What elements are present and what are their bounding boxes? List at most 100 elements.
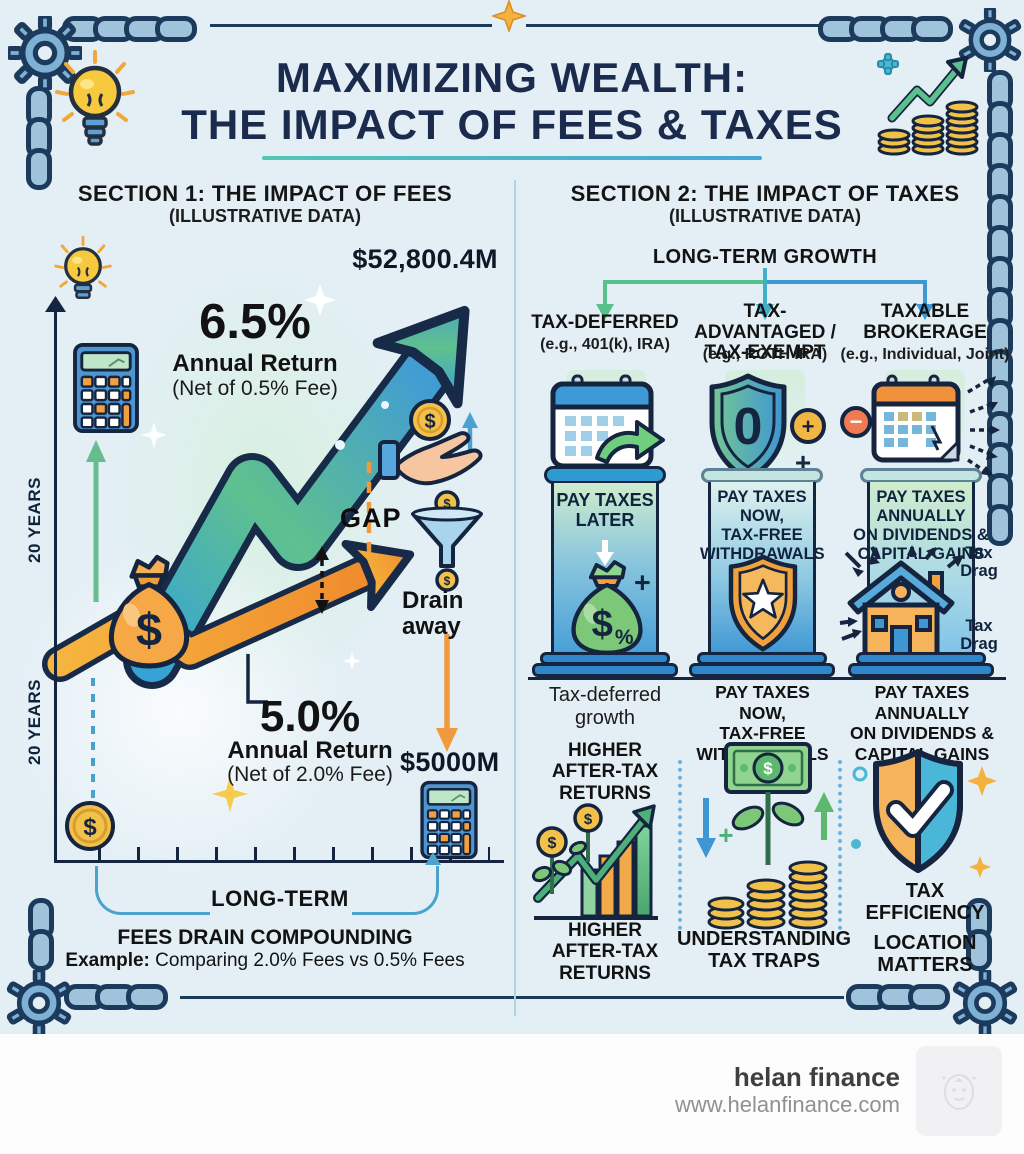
calendar-taxable-icon: − [840,374,1000,476]
main-title-line1: MAXIMIZING WEALTH: [275,54,749,101]
calculator-icon-right [420,780,478,860]
svg-text:−: − [850,409,863,434]
border-line-bottom [180,996,844,999]
money-plant-coins-icon: $ + [696,742,834,930]
money-bag-icon: $ [108,554,190,669]
bad-rate-label: Annual Return [227,737,393,764]
lightbulb-icon-section1 [54,235,112,300]
y-axis-label-lower: 20 YEARS [25,679,44,765]
growth-coins-icon-header [877,53,979,156]
calculator-icon-left [73,342,139,434]
title-underline [262,156,762,160]
svg-text:$: $ [444,574,451,588]
svg-text:$: $ [136,604,162,656]
section2-title: SECTION 2: THE IMPACT OF TAXES [570,181,960,206]
funnel-coin-icon: $ $ [411,490,483,592]
column1-example: (e.g., 401(k), IRA) [540,336,670,353]
main-title-line2: THE IMPACT OF FEES & TAXES [181,101,843,148]
tax-drag-label-upper: Tax Drag [960,544,998,581]
long-term-bracket-right [352,866,439,915]
svg-text:+: + [634,568,650,600]
green-money-bag-icon: $ % + [571,560,650,655]
pedestal1-text: PAY TAXES LATER [556,490,654,531]
good-rate-note: (Net of 0.5% Fee) [172,377,338,400]
svg-text:$: $ [592,603,613,646]
border-line-top-left [210,24,492,27]
pedestal-base3-bottom [848,663,994,677]
svg-text:+: + [718,820,733,850]
good-rate-value: 6.5% [199,295,311,349]
section1-title: SECTION 1: THE IMPACT OF FEES [77,181,453,206]
bottom-col2-caption: UNDERSTANDING TAX TRAPS [676,928,852,973]
chain-right-bottom [966,898,992,971]
pedestal-cap-col2 [701,468,823,483]
svg-text:$: $ [83,814,97,841]
y-axis-label-upper: 20 YEARS [25,477,44,563]
bottom-col3-caption: LOCATION MATTERS [873,932,977,977]
svg-text:$: $ [763,759,773,778]
shield-check-icon [851,749,997,878]
bottom-col3-title: TAX EFFICIENCY [865,880,985,925]
calendar-deferred-icon [550,374,665,469]
gear-icon-bottom-left [6,970,72,1036]
pedestal-baseline [528,677,1006,680]
border-line-top-right [526,24,820,27]
pedestal-cap-col1 [544,466,666,484]
svg-text:$: $ [424,411,435,433]
fees-footnote-example-bold: Example: [65,950,150,971]
brand-logo-placeholder [916,1046,1002,1136]
pedestal2-text: PAY TAXES NOW, TAX-FREE WITHDRAWALS [700,488,825,563]
shield-star-icon [728,554,798,652]
column1-caption: Tax-deferred growth [548,684,662,729]
gear-icon-top-left [8,16,82,90]
column2-example: (e.g., ROTH IRA) [702,346,828,363]
high-value-label: $52,800.4M [352,244,498,274]
fees-footnote-example-text: Comparing 2.0% Fees vs 0.5% Fees [149,950,465,971]
fees-footnote-title: FEES DRAIN COMPOUNDING [117,926,413,949]
chain-bottom-right [846,984,950,1010]
bottom-col1-title: HIGHER AFTER-TAX RETURNS [551,740,659,804]
pedestal1-down-arrow-stem [602,540,608,552]
svg-text:$: $ [584,811,593,828]
long-term-bracket-arrowhead [425,852,441,865]
house-tax-drag-icon [839,545,964,660]
bottom-separator-2 [838,760,842,930]
column3-caption: PAY TAXES ANNUALLY ON DIVIDENDS & CAPITA… [850,682,994,764]
tax-drag-label-lower: Tax Drag [960,617,998,654]
sparkle-diamond-icon [492,0,526,32]
x-axis-ticks [98,847,490,860]
svg-text:+: + [802,414,815,439]
brand-url: www.helanfinance.com [674,1092,900,1117]
hand-coin-icon: $ [378,399,483,486]
fees-footnote-example: Example: Comparing 2.0% Fees vs 0.5% Fee… [40,950,490,972]
bad-rate-note: (Net of 2.0% Fee) [227,763,393,786]
pedestal-base1-bottom [532,663,678,677]
brand-logo-glyph [942,1074,976,1110]
pedestal-base2-bottom [689,663,835,677]
column3-header: TAXABLE BROKERAGE [863,301,987,343]
branch-arrows-graphic [596,268,934,320]
svg-text:%: % [615,626,634,649]
column1-header: TAX-DEFERRED [531,312,679,333]
footer [0,1034,1024,1154]
chain-bottom-left [64,984,168,1010]
low-value-label: $5000M [400,747,500,777]
chain-left-bottom [28,898,54,971]
gap-label: GAP [340,503,402,533]
after-tax-growth-chart-icon: $ $ [531,803,658,920]
chain-right [987,70,1013,546]
section1-subtitle: (ILLUSTRATIVE DATA) [169,206,361,226]
bad-rate-value: 5.0% [259,692,361,741]
svg-text:$: $ [548,835,557,852]
section-divider [514,180,516,1016]
x-axis-title: LONG-TERM [211,886,349,911]
svg-text:$: $ [443,496,451,511]
bottom-separator-1 [678,760,682,930]
pedestal-cap-col3 [860,468,982,483]
y-axis [54,308,57,862]
brand-name: helan finance [733,1062,900,1092]
chain-top-right [818,16,953,42]
column3-example: (e.g., Individual, Joint) [840,346,1010,363]
long-term-bracket-left [95,866,210,915]
lightbulb-icon-header [55,50,135,146]
